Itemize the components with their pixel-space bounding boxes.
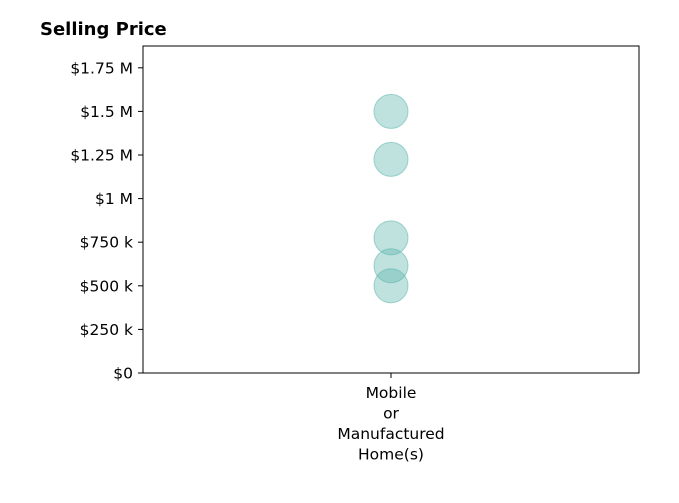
chart-title: Selling Price (40, 19, 167, 40)
y-tick-label: $1.75 M (70, 59, 133, 77)
x-tick-label-line: Home(s) (358, 446, 424, 464)
data-point (373, 141, 409, 177)
data-point (373, 248, 409, 284)
plot-area: $0 $250 k $500 k $750 k $1 M $1.25 M $1.5 M $1.… (70, 45, 640, 464)
y-tick-label: $1.25 M (70, 147, 133, 165)
data-point (373, 268, 409, 304)
y-tick-label: $1 M (95, 190, 133, 208)
x-tick-label-line: Manufactured (337, 425, 444, 443)
x-tick-label: Mobile or Manufactured Home(s) (337, 384, 444, 464)
x-tick-label-line: Mobile (366, 384, 417, 402)
data-point (373, 93, 409, 129)
y-tick-label: $500 k (80, 277, 133, 295)
x-tick-label-line: or (383, 405, 399, 423)
y-tick-label: $1.5 M (80, 103, 133, 121)
data-point (373, 220, 409, 256)
y-tick-label: $750 k (80, 234, 133, 252)
y-tick-label: $0 (113, 365, 133, 383)
y-tick-label: $250 k (80, 321, 133, 339)
